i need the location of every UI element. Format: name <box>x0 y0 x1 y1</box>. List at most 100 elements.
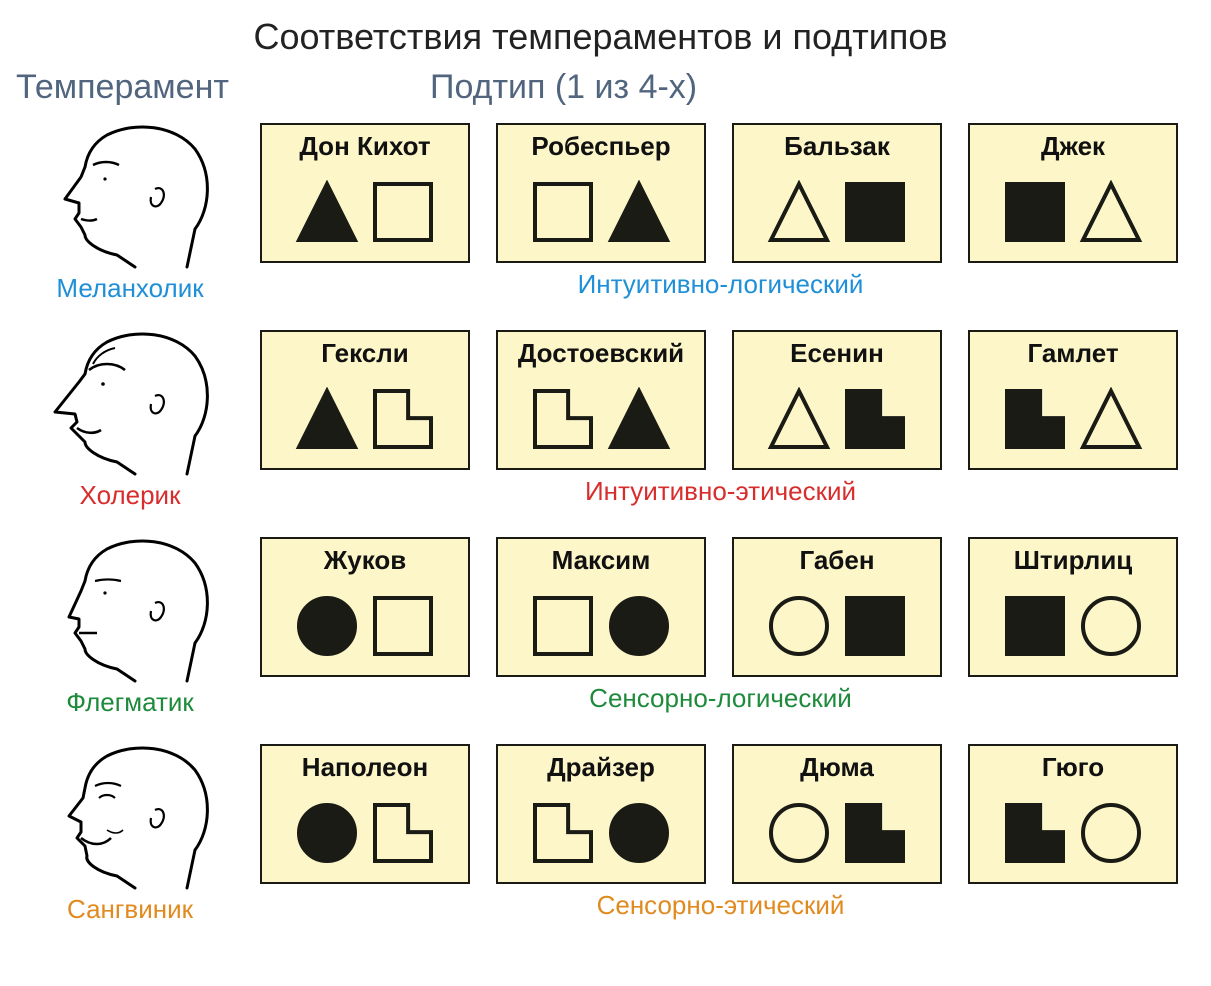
cards-segment: Дон Кихот Робеспьер Бальзак Джек Интуитивно-… <box>250 119 1191 300</box>
square-icon <box>371 180 435 244</box>
type-card: Гексли <box>260 330 470 470</box>
row-caption: Интуитивно-логический <box>250 269 1191 300</box>
card-label: Жуков <box>324 545 407 576</box>
header-subtype: Подтип (1 из 4-х) <box>250 68 1191 107</box>
card-shapes <box>498 576 704 675</box>
header-temperament: Темперамент <box>10 68 250 107</box>
card-shapes <box>498 369 704 468</box>
row-sanguine: Сангвиник Наполеон Драйзер Дюма Гюго Сенсорно… <box>10 740 1191 925</box>
temperament-cell: Меланхолик <box>10 119 250 304</box>
card-shapes <box>498 783 704 882</box>
type-card: Есенин <box>732 330 942 470</box>
card-label: Драйзер <box>547 752 655 783</box>
card-shapes <box>262 783 468 882</box>
type-card: Штирлиц <box>968 537 1178 677</box>
temperament-label: Холерик <box>10 480 250 511</box>
triangle-icon <box>767 180 831 244</box>
lshape-icon <box>531 387 595 451</box>
row-caption: Сенсорно-логический <box>250 683 1191 714</box>
square-icon <box>843 594 907 658</box>
circle-icon <box>1079 594 1143 658</box>
circle-icon <box>1079 801 1143 865</box>
type-card: Гюго <box>968 744 1178 884</box>
card-label: Дон Кихот <box>299 131 430 162</box>
card-shapes <box>734 369 940 468</box>
circle-icon <box>295 594 359 658</box>
circle-icon <box>767 594 831 658</box>
head-profile-icon <box>45 326 215 476</box>
type-card: Бальзак <box>732 123 942 263</box>
card-shapes <box>734 783 940 882</box>
type-card: Гамлет <box>968 330 1178 470</box>
card-label: Робеспьер <box>531 131 670 162</box>
row-choleric: Холерик Гексли Достоевский Есенин Гамлет Инту… <box>10 326 1191 511</box>
type-card: Достоевский <box>496 330 706 470</box>
lshape-icon <box>1003 387 1067 451</box>
square-icon <box>531 180 595 244</box>
temperament-label: Сангвиник <box>10 894 250 925</box>
lshape-icon <box>531 801 595 865</box>
square-icon <box>1003 594 1067 658</box>
card-shapes <box>734 576 940 675</box>
circle-icon <box>767 801 831 865</box>
card-label: Гамлет <box>1027 338 1118 369</box>
cards-row: Дон Кихот Робеспьер Бальзак Джек <box>250 119 1191 263</box>
square-icon <box>843 180 907 244</box>
head-profile-icon <box>45 740 215 890</box>
card-label: Есенин <box>790 338 884 369</box>
cards-row: Жуков Максим Габен Штирлиц <box>250 533 1191 677</box>
card-shapes <box>734 162 940 261</box>
cards-segment: Наполеон Драйзер Дюма Гюго Сенсорно-этически… <box>250 740 1191 921</box>
circle-icon <box>607 594 671 658</box>
type-card: Максим <box>496 537 706 677</box>
lshape-icon <box>371 801 435 865</box>
square-icon <box>531 594 595 658</box>
lshape-icon <box>843 801 907 865</box>
triangle-icon <box>295 180 359 244</box>
triangle-icon <box>1079 387 1143 451</box>
type-card: Джек <box>968 123 1178 263</box>
card-label: Бальзак <box>784 131 890 162</box>
cards-row: Наполеон Драйзер Дюма Гюго <box>250 740 1191 884</box>
row-melancholic: Меланхолик Дон Кихот Робеспьер Бальзак Джек И… <box>10 119 1191 304</box>
lshape-icon <box>1003 801 1067 865</box>
type-card: Наполеон <box>260 744 470 884</box>
card-label: Джек <box>1041 131 1105 162</box>
card-shapes <box>262 576 468 675</box>
temperament-label: Меланхолик <box>10 273 250 304</box>
cards-segment: Жуков Максим Габен Штирлиц Сенсорно-логическ… <box>250 533 1191 714</box>
card-shapes <box>262 369 468 468</box>
temperament-cell: Сангвиник <box>10 740 250 925</box>
circle-icon <box>295 801 359 865</box>
row-caption: Сенсорно-этический <box>250 890 1191 921</box>
card-shapes <box>970 576 1176 675</box>
triangle-icon <box>607 387 671 451</box>
square-icon <box>371 594 435 658</box>
temperament-label: Флегматик <box>10 687 250 718</box>
row-caption: Интуитивно-этический <box>250 476 1191 507</box>
lshape-icon <box>371 387 435 451</box>
column-headers: Темперамент Подтип (1 из 4-х) <box>10 68 1191 107</box>
card-label: Дюма <box>800 752 874 783</box>
card-label: Габен <box>799 545 874 576</box>
row-phlegmatic: Флегматик Жуков Максим Габен Штирлиц Сенсорно… <box>10 533 1191 718</box>
cards-segment: Гексли Достоевский Есенин Гамлет Интуитивно-… <box>250 326 1191 507</box>
card-label: Наполеон <box>302 752 428 783</box>
lshape-icon <box>843 387 907 451</box>
type-card: Драйзер <box>496 744 706 884</box>
card-shapes <box>970 162 1176 261</box>
type-card: Жуков <box>260 537 470 677</box>
card-label: Достоевский <box>518 338 684 369</box>
type-card: Дон Кихот <box>260 123 470 263</box>
type-card: Робеспьер <box>496 123 706 263</box>
triangle-icon <box>1079 180 1143 244</box>
head-profile-icon <box>45 533 215 683</box>
circle-icon <box>607 801 671 865</box>
card-label: Гексли <box>321 338 409 369</box>
type-card: Габен <box>732 537 942 677</box>
page-title: Соответствия темпераментов и подтипов <box>10 16 1191 58</box>
head-profile-icon <box>45 119 215 269</box>
card-shapes <box>970 369 1176 468</box>
temperament-cell: Флегматик <box>10 533 250 718</box>
triangle-icon <box>607 180 671 244</box>
